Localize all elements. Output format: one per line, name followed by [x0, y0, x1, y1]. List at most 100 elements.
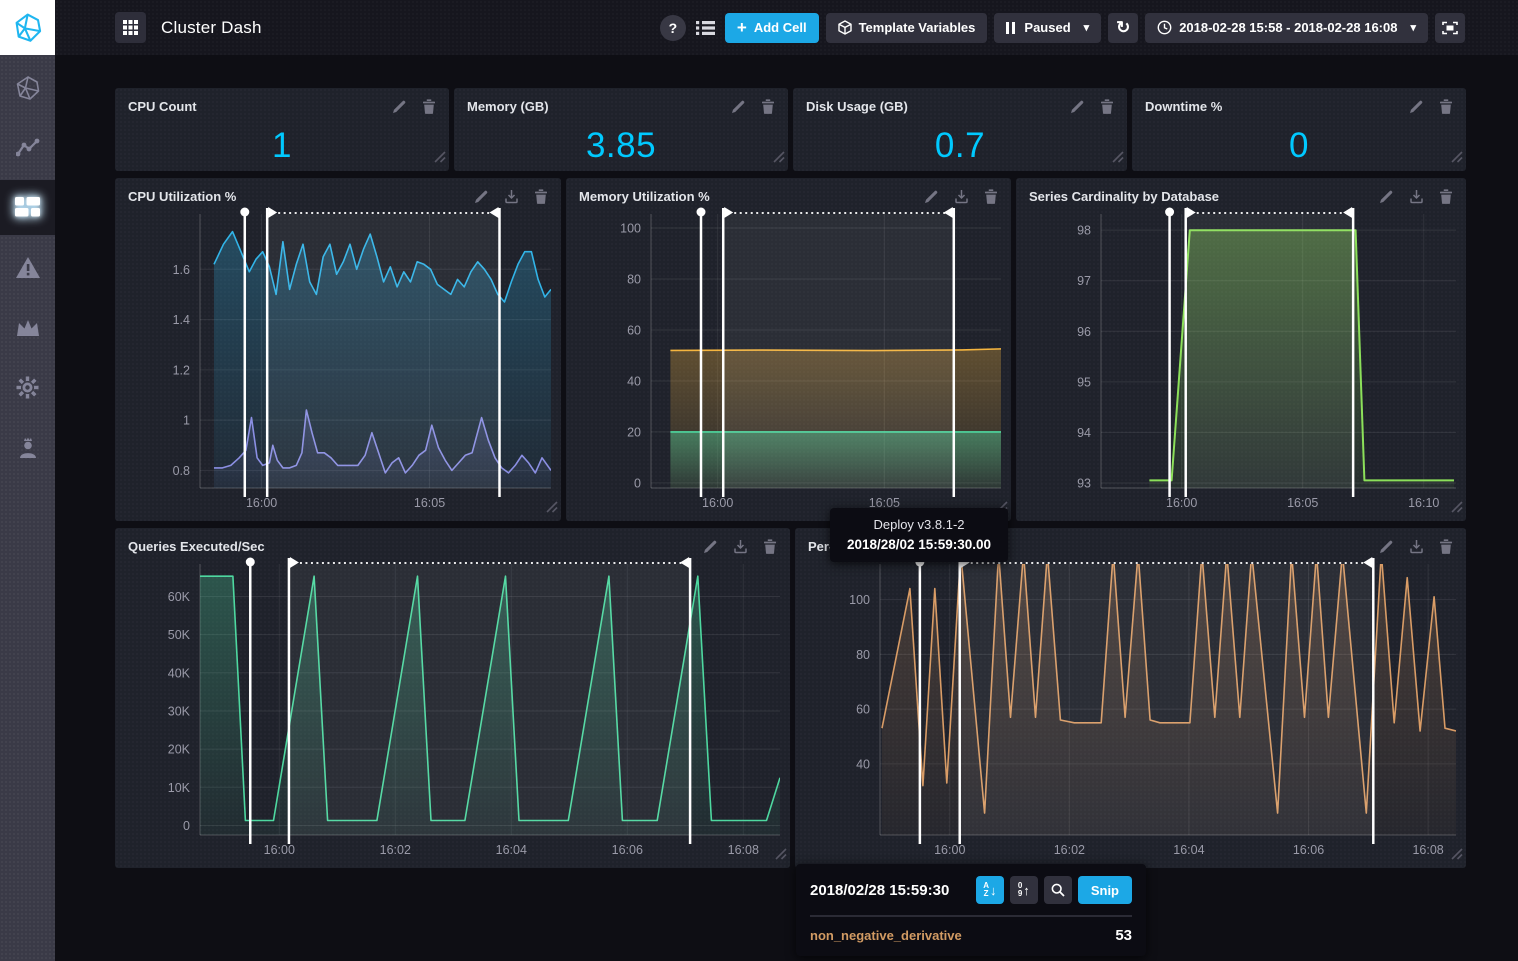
- cell-header[interactable]: Memory (GB): [454, 88, 788, 118]
- pencil-icon: [731, 99, 746, 114]
- svg-text:20K: 20K: [168, 743, 191, 757]
- sidebar-item-configuration[interactable]: [0, 360, 55, 415]
- download-csv-button[interactable]: [733, 539, 748, 554]
- annotations-list-button[interactable]: [693, 20, 718, 36]
- svg-text:0: 0: [183, 819, 190, 833]
- cell-header[interactable]: Downtime %: [1132, 88, 1466, 118]
- edit-cell-button[interactable]: [731, 99, 746, 114]
- add-cell-button[interactable]: + Add Cell: [725, 13, 819, 43]
- delete-cell-button[interactable]: [763, 539, 777, 554]
- edit-cell-button[interactable]: [474, 189, 489, 204]
- annotation-point-marker[interactable]: [246, 558, 255, 567]
- sidebar-item-alerting[interactable]: [0, 240, 55, 295]
- trash-icon: [1100, 99, 1114, 114]
- autorefresh-label: Paused: [1024, 20, 1070, 35]
- sort-numeric-icon: 09: [1018, 882, 1022, 898]
- legend-series-value: 53: [1115, 927, 1132, 944]
- sort-numeric-button[interactable]: 09 ↑: [1010, 876, 1038, 904]
- edit-cell-button[interactable]: [1379, 189, 1394, 204]
- sort-alphabetical-button[interactable]: AZ ↓: [976, 876, 1004, 904]
- chart-canvas-queries[interactable]: 010K20K30K40K50K60K16:0016:0216:0416:061…: [115, 528, 790, 868]
- svg-text:16:06: 16:06: [612, 843, 643, 857]
- svg-text:97: 97: [1077, 274, 1091, 288]
- chart-cell-card: Series Cardinality by Database9394959697…: [1016, 178, 1466, 521]
- edit-cell-button[interactable]: [1070, 99, 1085, 114]
- svg-text:80: 80: [627, 272, 641, 286]
- annotation-point-marker[interactable]: [1165, 208, 1174, 217]
- chart-canvas-mem[interactable]: 02040608010016:0016:05: [566, 178, 1011, 521]
- edit-cell-button[interactable]: [703, 539, 718, 554]
- time-range-dropdown[interactable]: 2018-02-28 15:58 - 2018-02-28 16:08 ▾: [1145, 13, 1428, 43]
- presentation-mode-button[interactable]: [1435, 13, 1465, 43]
- annotation-window-region: [723, 214, 954, 488]
- cell-header[interactable]: Disk Usage (GB): [793, 88, 1127, 118]
- cell-header[interactable]: Memory Utilization %: [566, 178, 1011, 208]
- dashboards-grid-button[interactable]: [115, 12, 146, 43]
- delete-cell-button[interactable]: [1439, 539, 1453, 554]
- svg-text:98: 98: [1077, 224, 1091, 238]
- chart-canvas-per[interactable]: 40608010016:0016:0216:0416:0616:08: [795, 528, 1466, 868]
- hover-legend: 2018/02/28 15:59:30 AZ ↓ 09 ↑ Snip: [796, 864, 1146, 956]
- trash-icon: [1439, 99, 1453, 114]
- filter-search-button[interactable]: [1044, 876, 1072, 904]
- cell-actions: [1379, 532, 1453, 554]
- cell-header[interactable]: Queries Executed/Sec: [115, 528, 790, 558]
- svg-text:16:02: 16:02: [380, 843, 411, 857]
- top-nav-actions: ? + Add Cell Template Varia: [660, 13, 1465, 43]
- sidebar-item-dashboards[interactable]: [0, 180, 55, 235]
- trash-icon: [763, 539, 777, 554]
- chart-canvas-card[interactable]: 93949596979816:0016:0516:10: [1016, 178, 1466, 521]
- delete-cell-button[interactable]: [1439, 99, 1453, 114]
- delete-cell-button[interactable]: [534, 189, 548, 204]
- trash-icon: [761, 99, 775, 114]
- download-csv-button[interactable]: [504, 189, 519, 204]
- template-variables-button[interactable]: Template Variables: [826, 13, 988, 43]
- cell-title: CPU Utilization %: [128, 182, 236, 204]
- stat-value: 3.85: [454, 126, 788, 166]
- refresh-button[interactable]: ↻: [1108, 13, 1138, 43]
- svg-text:40: 40: [856, 757, 870, 771]
- edit-cell-button[interactable]: [1379, 539, 1394, 554]
- snip-button[interactable]: Snip: [1078, 876, 1132, 904]
- download-csv-button[interactable]: [1409, 189, 1424, 204]
- delete-cell-button[interactable]: [1100, 99, 1114, 114]
- chronograf-logo[interactable]: [0, 0, 55, 55]
- trash-icon: [984, 189, 998, 204]
- chart-canvas-cpu[interactable]: 0.811.21.41.616:0016:05: [115, 178, 561, 521]
- cell-header[interactable]: Series Cardinality by Database: [1016, 178, 1466, 208]
- cell-actions: [474, 182, 548, 204]
- annotation-point-marker[interactable]: [240, 208, 249, 217]
- refresh-icon: ↻: [1116, 19, 1130, 36]
- autorefresh-dropdown[interactable]: Paused ▾: [994, 13, 1101, 43]
- edit-cell-button[interactable]: [924, 189, 939, 204]
- download-csv-button[interactable]: [1409, 539, 1424, 554]
- sidebar-item-admin[interactable]: [0, 300, 55, 355]
- svg-text:16:00: 16:00: [934, 843, 965, 857]
- legend-series-row[interactable]: non_negative_derivative 53: [810, 927, 1132, 944]
- chevron-down-icon: ▾: [1084, 21, 1090, 34]
- cell-header[interactable]: CPU Utilization %: [115, 178, 561, 208]
- download-icon: [1409, 189, 1424, 204]
- svg-text:16:00: 16:00: [264, 843, 295, 857]
- svg-text:16:00: 16:00: [702, 496, 733, 510]
- delete-cell-button[interactable]: [1439, 189, 1453, 204]
- edit-cell-button[interactable]: [1409, 99, 1424, 114]
- delete-cell-button[interactable]: [422, 99, 436, 114]
- pencil-icon: [924, 189, 939, 204]
- cell-header[interactable]: CPU Count: [115, 88, 449, 118]
- svg-text:16:04: 16:04: [496, 843, 527, 857]
- help-button[interactable]: ?: [660, 15, 686, 41]
- cell-title: Downtime %: [1145, 92, 1222, 114]
- edit-cell-button[interactable]: [392, 99, 407, 114]
- svg-text:60K: 60K: [168, 590, 191, 604]
- sidebar-item-hosts[interactable]: [0, 60, 55, 115]
- cell-actions: [1409, 92, 1453, 114]
- annotation-point-marker[interactable]: [697, 208, 706, 217]
- download-csv-button[interactable]: [954, 189, 969, 204]
- sidebar-item-data-explorer[interactable]: [0, 120, 55, 175]
- delete-cell-button[interactable]: [984, 189, 998, 204]
- delete-cell-button[interactable]: [761, 99, 775, 114]
- sidebar-item-admin-user[interactable]: [0, 420, 55, 475]
- top-nav: Cluster Dash ? + Add Cell: [55, 0, 1518, 55]
- cell-actions: [392, 92, 436, 114]
